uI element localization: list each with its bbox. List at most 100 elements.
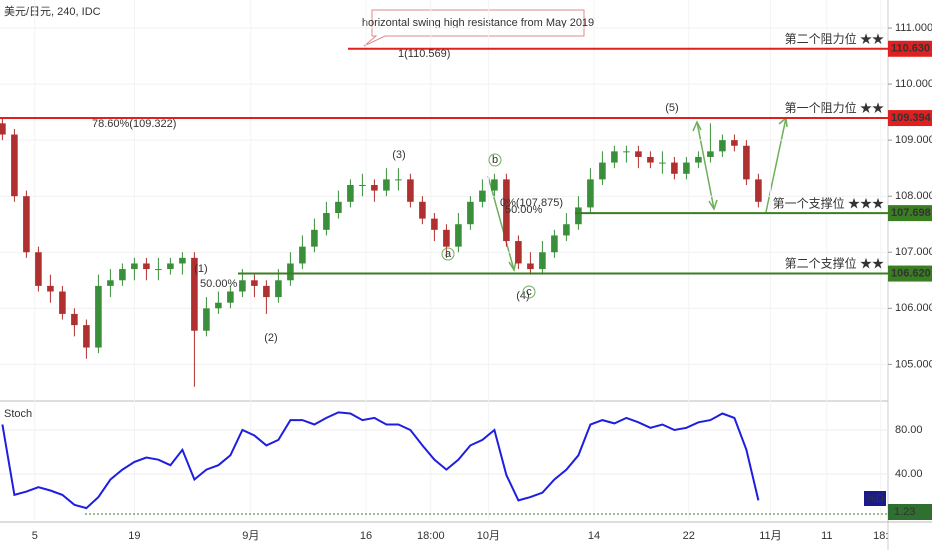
candle-body — [527, 263, 534, 270]
symbol-header: 美元/日元, 240, IDC — [4, 5, 101, 18]
candle-body — [515, 241, 522, 264]
candle-body — [227, 291, 234, 303]
candle-body — [359, 184, 366, 186]
stoch-line — [1, 411, 760, 510]
candle-body — [707, 151, 714, 157]
level-label: 第二个支撑位 ★★ — [785, 256, 884, 271]
x-tick-label: 22 — [683, 530, 695, 542]
candle-body — [287, 263, 294, 281]
level-price-label: 106.620 — [891, 267, 931, 279]
candle-body — [743, 145, 750, 180]
candle-body — [671, 162, 678, 174]
candle-body — [563, 224, 570, 236]
candle-body — [755, 179, 762, 202]
candle-body — [611, 151, 618, 163]
y-tick-label: 106.000 — [895, 302, 932, 314]
candle-body — [11, 134, 18, 197]
y-tick-label: 109.000 — [895, 134, 932, 146]
candle-body — [443, 229, 450, 247]
level-label: 第二个阻力位 ★★ — [785, 31, 884, 46]
candle-body — [371, 184, 378, 191]
y-tick-label: 105.000 — [895, 358, 932, 370]
fib-label: 50.00% — [505, 204, 543, 216]
candle-body — [467, 201, 474, 225]
wave-label: (5) — [665, 102, 678, 114]
candle-body — [455, 224, 462, 247]
candle-body — [587, 179, 594, 208]
level-label: 第一个支撑位 ★★★ — [773, 195, 884, 210]
fib-label: 0%(107.875) — [500, 197, 563, 209]
level-price-label: 107.698 — [891, 207, 931, 219]
y-tick-label: 107.000 — [895, 246, 932, 258]
candle-body — [179, 257, 186, 264]
candle-body — [683, 162, 690, 174]
x-tick-label: 14 — [588, 530, 600, 542]
candle-body — [275, 280, 282, 298]
candle-body — [191, 257, 198, 331]
candle-body — [383, 179, 390, 191]
x-tick-label: 18:00 — [417, 530, 445, 542]
stoch-last-label: 1.23 — [894, 506, 915, 518]
level-price-label: 109.394 — [891, 112, 932, 124]
candle-body — [95, 285, 102, 348]
x-tick-label: 9月 — [242, 530, 259, 542]
candle-body — [203, 308, 210, 331]
candle-body — [323, 213, 330, 230]
candle-body — [539, 252, 546, 270]
candle-body — [431, 218, 438, 230]
y-tick-label: 108.000 — [895, 190, 932, 202]
candle-body — [695, 156, 702, 163]
candle-body — [71, 313, 78, 326]
candle-body — [335, 201, 342, 214]
candle-body — [215, 302, 222, 309]
x-tick-label: 16 — [360, 530, 372, 542]
level-price-label: 110.630 — [891, 43, 930, 55]
level-price-box — [888, 110, 932, 127]
candle-body — [167, 263, 174, 270]
y-tick-label: 110.000 — [895, 78, 932, 90]
level-price-box — [888, 265, 932, 282]
candle-body — [395, 179, 402, 181]
candle-body — [419, 201, 426, 219]
wave-circle — [488, 153, 502, 167]
candle-body — [599, 162, 606, 180]
candle-body — [143, 263, 150, 270]
candle-body — [347, 184, 354, 202]
x-tick-label: 11 — [821, 530, 832, 542]
x-tick-label: 19 — [128, 530, 140, 542]
candle-body — [659, 162, 666, 164]
wave-label: c — [526, 286, 532, 298]
candle-body — [35, 252, 42, 286]
candle-body — [731, 140, 738, 146]
candle-body — [311, 229, 318, 247]
stoch-title: Stoch — [4, 408, 32, 420]
wave-label: b — [492, 154, 498, 166]
legend-box — [864, 491, 886, 506]
y-tick-label: 111.000 — [895, 22, 932, 34]
fib-label: 1(110.569) — [398, 48, 450, 60]
candle-body — [263, 285, 270, 298]
wave-label: (2) — [264, 332, 277, 344]
level-price-box — [888, 205, 932, 222]
wave-circle — [441, 247, 455, 261]
candle-body — [719, 140, 726, 152]
x-tick-label: 11月 — [759, 530, 781, 542]
candle-body — [551, 235, 558, 253]
candle-body — [623, 151, 630, 153]
candle-body — [59, 291, 66, 314]
candle-body — [251, 280, 258, 286]
candle-body — [23, 196, 30, 253]
annotation: horizontal swing high resistance from Ma… — [362, 17, 594, 29]
stoch-tick-label: 40.00 — [895, 468, 923, 480]
candle-body — [575, 207, 582, 225]
wave-label: (1) — [194, 263, 207, 275]
x-tick-label: 10月 — [477, 530, 500, 542]
x-tick-label: 5 — [32, 530, 38, 542]
candle-body — [119, 269, 126, 281]
candle-body — [503, 179, 510, 242]
candle-body — [479, 190, 486, 202]
fib-label: 50.00% — [200, 278, 238, 290]
candle-body — [407, 179, 414, 202]
wave-label: (4) — [516, 290, 529, 302]
